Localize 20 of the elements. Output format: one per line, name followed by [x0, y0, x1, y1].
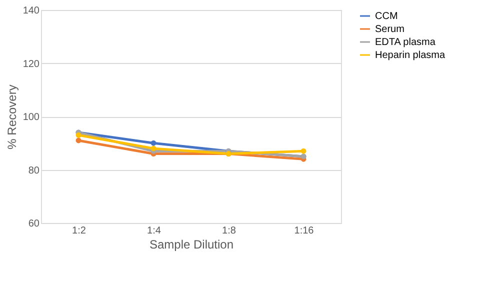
- y-tick-label: 120: [22, 58, 40, 70]
- point: [300, 148, 306, 154]
- legend-label: CCM: [375, 11, 398, 22]
- x-tick-label: 1:4: [147, 226, 162, 236]
- x-axis-title: Sample Dilution: [149, 238, 234, 252]
- y-tick-label: 80: [28, 165, 40, 176]
- legend-label: Heparin plasma: [375, 50, 446, 61]
- x-tick-label: 1:8: [222, 226, 236, 236]
- legend-label: EDTA plasma: [375, 37, 436, 48]
- y-axis-title: % Recovery: [4, 84, 19, 150]
- point: [76, 138, 82, 144]
- point: [76, 132, 82, 138]
- legend-label: Serum: [375, 24, 404, 35]
- point: [150, 140, 156, 146]
- y-tick-label: 100: [22, 112, 40, 123]
- x-tick-label: 1:2: [72, 226, 86, 236]
- y-tick-label: 60: [28, 218, 40, 230]
- x-tick-label: 1:16: [294, 226, 314, 236]
- point: [150, 146, 156, 152]
- y-tick-label: 140: [22, 6, 40, 16]
